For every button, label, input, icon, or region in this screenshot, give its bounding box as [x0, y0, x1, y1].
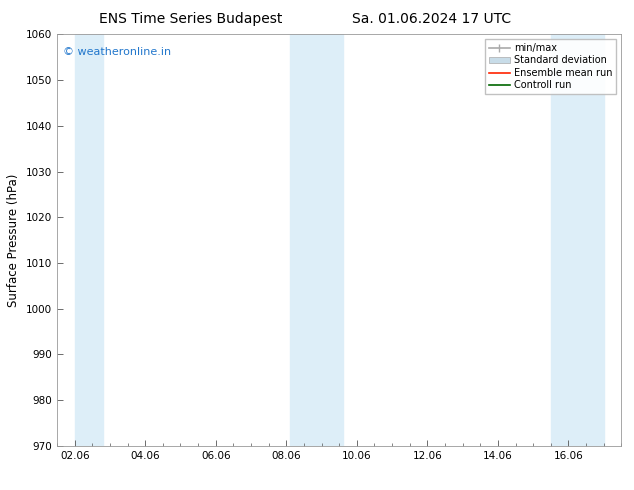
Text: © weatheronline.in: © weatheronline.in	[63, 47, 171, 57]
Bar	[290, 34, 343, 446]
Legend: min/max, Standard deviation, Ensemble mean run, Controll run: min/max, Standard deviation, Ensemble me…	[485, 39, 616, 94]
Y-axis label: Surface Pressure (hPa): Surface Pressure (hPa)	[8, 173, 20, 307]
Text: Sa. 01.06.2024 17 UTC: Sa. 01.06.2024 17 UTC	[352, 12, 510, 26]
Bar	[551, 34, 604, 446]
Text: ENS Time Series Budapest: ENS Time Series Budapest	[98, 12, 282, 26]
Bar	[75, 34, 103, 446]
